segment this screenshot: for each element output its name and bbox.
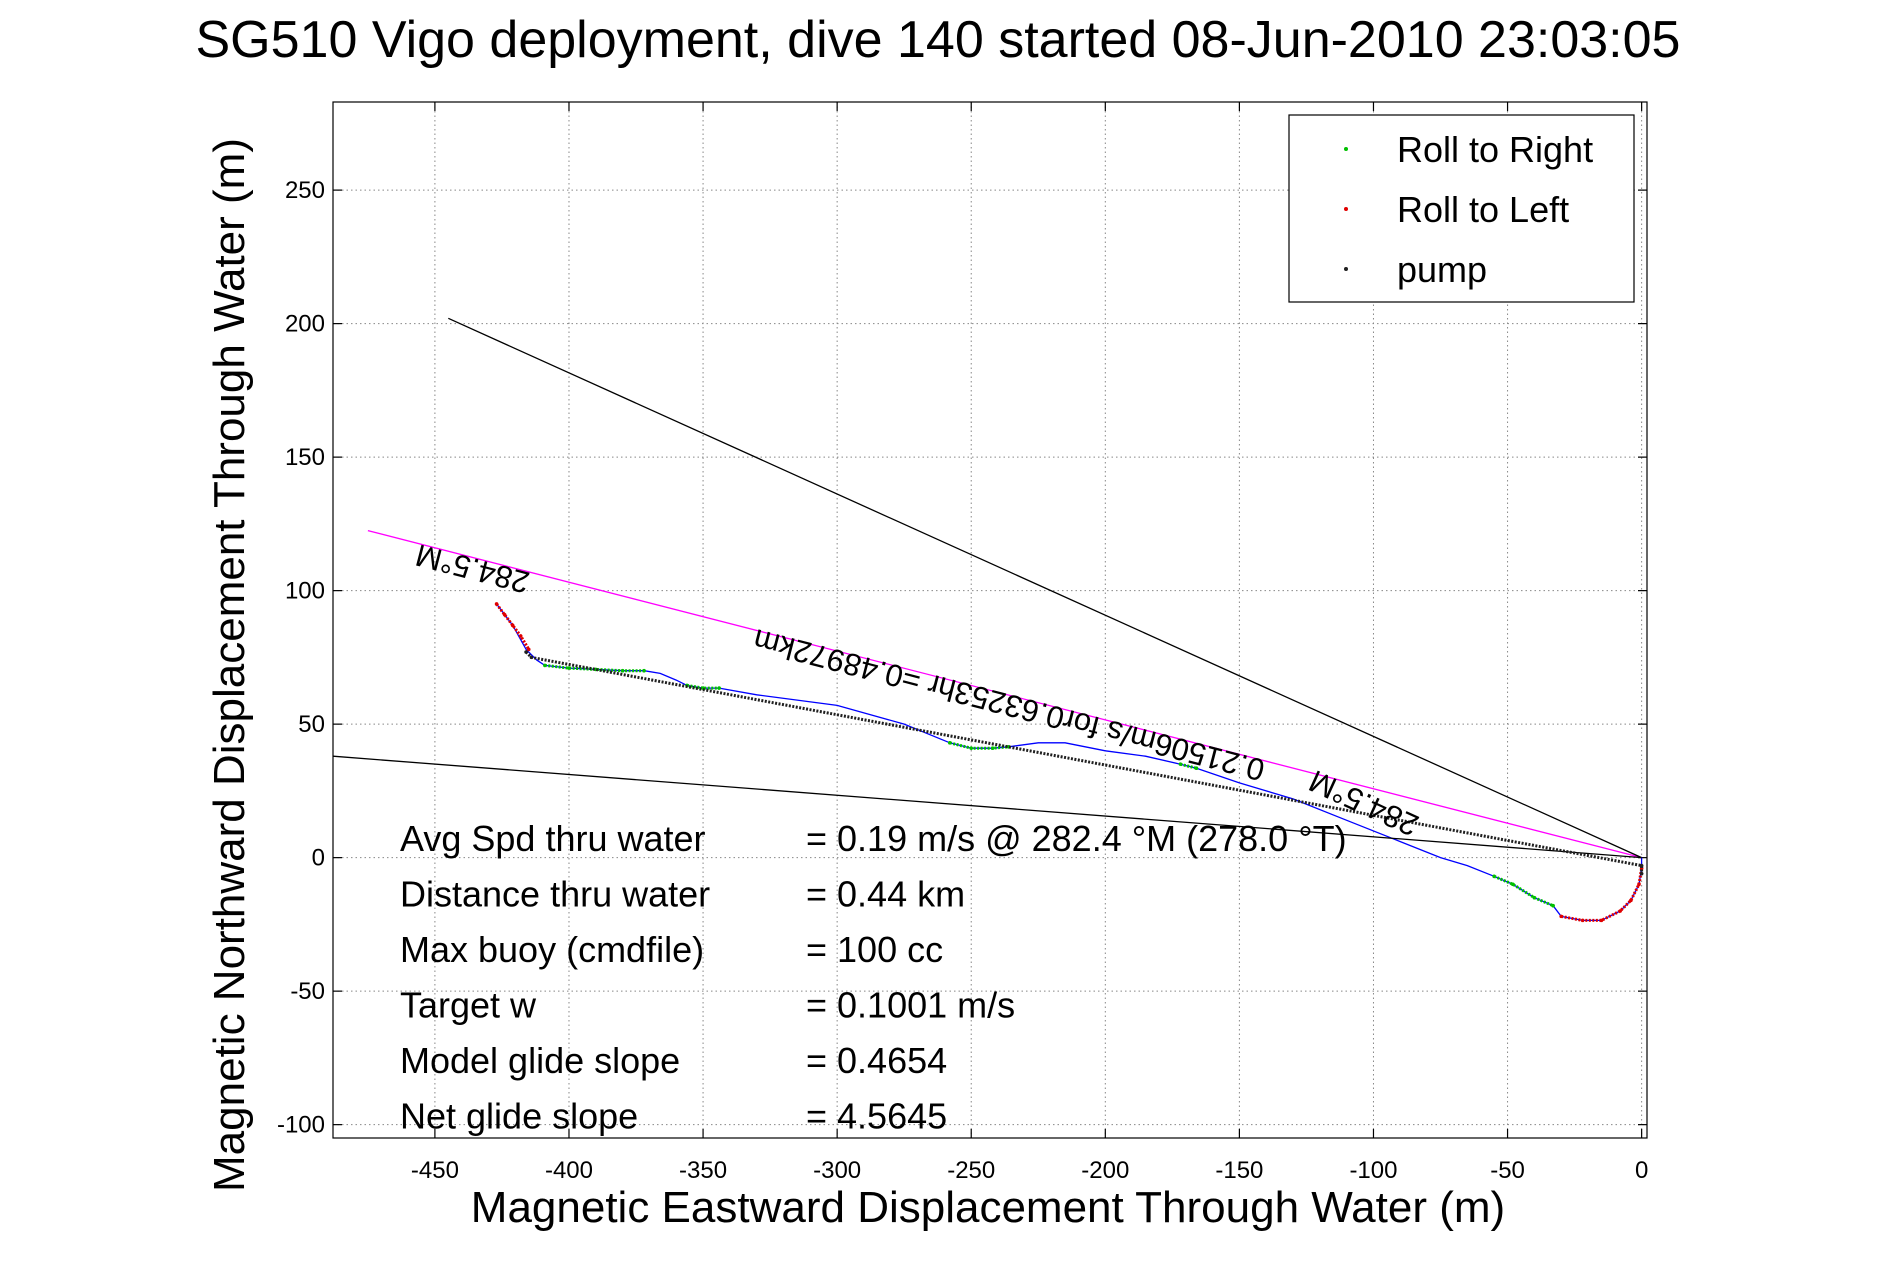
data-point-roll-to-left bbox=[526, 647, 531, 652]
data-point-pump bbox=[524, 650, 528, 654]
y-tick-label: 200 bbox=[285, 311, 325, 338]
stats-block: Avg Spd thru water = 0.19 m/s @ 282.4 °M … bbox=[400, 818, 1347, 1137]
data-point-roll-to-left bbox=[1599, 918, 1604, 923]
legend-label: pump bbox=[1397, 249, 1487, 290]
data-point-roll-to-left bbox=[1629, 898, 1633, 903]
y-tick-label: 250 bbox=[285, 177, 325, 204]
chart-title: SG510 Vigo deployment, dive 140 started … bbox=[196, 11, 1681, 69]
y-tick-label: 150 bbox=[285, 444, 325, 471]
x-tick-label: -150 bbox=[1215, 1157, 1263, 1184]
stat-label: Net glide slope bbox=[400, 1096, 638, 1137]
y-tick-label: 50 bbox=[298, 711, 325, 738]
data-point-roll-to-left bbox=[1637, 882, 1641, 887]
data-point-roll-to-left bbox=[502, 612, 507, 617]
y-tick-label: 100 bbox=[285, 578, 325, 605]
grid bbox=[333, 102, 1647, 1138]
data-point-roll-to-right bbox=[717, 686, 721, 690]
x-tick-label: -100 bbox=[1349, 1157, 1397, 1184]
axis-ticks: -450 -400 -350 -300 -250 -200 -150 -100 -50 0 -100… bbox=[277, 102, 1648, 1184]
data-point-roll-to-right bbox=[990, 746, 995, 750]
x-tick-label: -350 bbox=[679, 1157, 727, 1184]
x-tick-label: -400 bbox=[545, 1157, 593, 1184]
data-point-roll-to-right bbox=[1178, 762, 1183, 766]
y-tick-label: -50 bbox=[290, 978, 325, 1005]
series-dots-roll-to-right bbox=[544, 663, 645, 673]
data-point-roll-to-left bbox=[1580, 918, 1585, 923]
stat-label: Avg Spd thru water bbox=[400, 818, 706, 859]
stat-value: = 100 cc bbox=[806, 929, 943, 970]
legend-label: Roll to Right bbox=[1397, 129, 1593, 170]
y-tick-label: 0 bbox=[312, 845, 325, 872]
data-point-roll-to-right bbox=[1194, 766, 1199, 770]
x-tick-label: -200 bbox=[1081, 1157, 1129, 1184]
series-dots-roll-to-right bbox=[1180, 762, 1197, 770]
stat-label: Model glide slope bbox=[400, 1040, 680, 1081]
legend-label: Roll to Left bbox=[1397, 189, 1569, 230]
stat-label: Distance thru water bbox=[400, 874, 710, 915]
data-point-roll-to-right bbox=[620, 668, 625, 673]
data-point-pump bbox=[1639, 871, 1644, 876]
legend-marker bbox=[1344, 267, 1348, 271]
data-point-roll-to-right bbox=[1492, 874, 1496, 879]
data-point-roll-to-right bbox=[947, 741, 952, 745]
data-point-roll-to-right bbox=[969, 746, 974, 750]
stat-label: Target w bbox=[400, 985, 537, 1026]
series-line-5 bbox=[448, 317, 1642, 859]
stat-value: = 4.5645 bbox=[806, 1096, 947, 1137]
data-point-roll-to-left bbox=[510, 623, 515, 628]
x-axis-label: Magnetic Eastward Displacement Through W… bbox=[471, 1183, 1505, 1232]
stat-value: = 0.19 m/s @ 282.4 °M (278.0 °T) bbox=[806, 818, 1347, 859]
series-dots-roll-to-left bbox=[495, 603, 531, 651]
legend-marker bbox=[1344, 147, 1348, 151]
x-tick-label: -250 bbox=[947, 1157, 995, 1184]
data-point-roll-to-right bbox=[1511, 882, 1515, 887]
x-tick-label: -300 bbox=[813, 1157, 861, 1184]
data-point-roll-to-left bbox=[1618, 909, 1622, 913]
series-dots-roll-to-right bbox=[949, 741, 1009, 750]
legend-marker bbox=[1344, 207, 1348, 211]
series-line-6 bbox=[333, 755, 1642, 859]
series-dots-roll-to-right bbox=[686, 683, 720, 690]
data-point-pump bbox=[1639, 863, 1644, 868]
plot-area-frame bbox=[332, 101, 1648, 1139]
series-dots-roll-to-right bbox=[1493, 874, 1554, 908]
stat-value: = 0.1001 m/s bbox=[806, 985, 1015, 1026]
y-tick-label: -100 bbox=[277, 1112, 325, 1139]
data-point-roll-to-right bbox=[642, 668, 646, 673]
y-axis-label: Magnetic Northward Displacement Through … bbox=[205, 138, 254, 1192]
data-point-roll-to-left bbox=[494, 602, 499, 606]
stat-value: = 0.44 km bbox=[806, 874, 965, 915]
stat-label: Max buoy (cmdfile) bbox=[400, 929, 704, 970]
data-point-pump bbox=[529, 655, 534, 660]
data-point-roll-to-right bbox=[1532, 895, 1537, 900]
x-tick-label: 0 bbox=[1635, 1157, 1648, 1184]
x-tick-label: -450 bbox=[411, 1157, 459, 1184]
data-point-roll-to-right bbox=[567, 666, 571, 670]
legend: Roll to Right Roll to Left pump bbox=[1288, 114, 1635, 303]
data-point-roll-to-left bbox=[518, 634, 523, 638]
x-tick-label: -50 bbox=[1490, 1157, 1525, 1184]
series-dots-pump bbox=[525, 650, 1644, 874]
data-point-roll-to-right bbox=[1551, 903, 1555, 908]
data-point-roll-to-right bbox=[543, 663, 547, 668]
series-points bbox=[494, 602, 1644, 923]
stat-value: = 0.4654 bbox=[806, 1040, 947, 1081]
data-point-roll-to-left bbox=[1559, 914, 1563, 919]
series-line-4 bbox=[367, 529, 1642, 859]
